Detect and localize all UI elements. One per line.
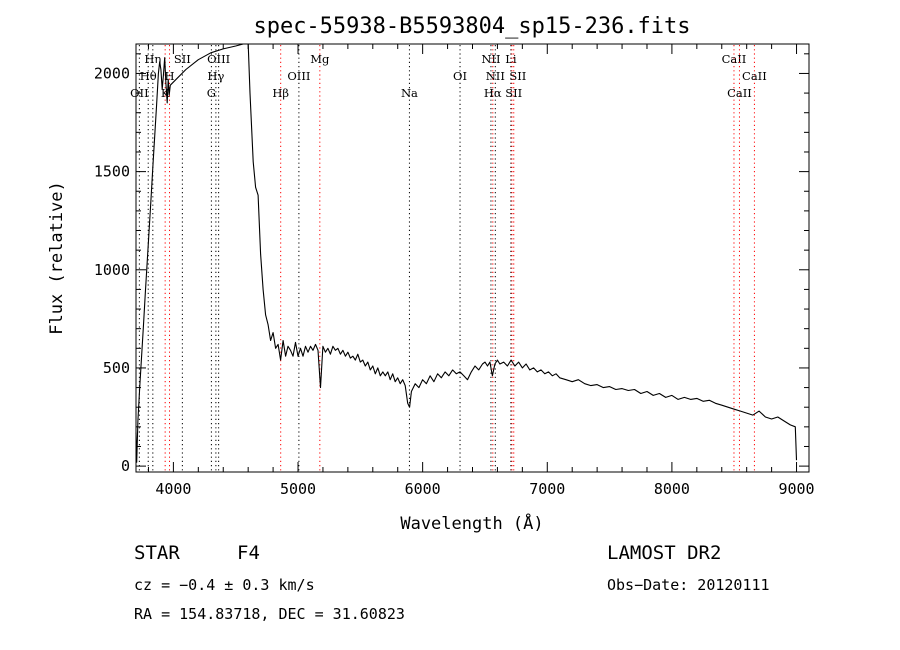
marker-label: Hβ [272,86,289,100]
marker-label: CaII [727,86,752,100]
axes [135,43,810,473]
marker-label: H [165,69,175,83]
marker-label: SII [505,86,522,100]
y-axis-label: Flux (relative) [47,181,67,335]
x-tick-label: 5000 [280,480,316,498]
marker-label: Hη [144,52,161,66]
x-tick-label: 8000 [654,480,690,498]
marker-label: NII [481,52,500,66]
observation-date: Obs−Date: 20120111 [607,576,770,594]
marker-label: CaII [742,69,767,83]
marker-label: Mg [310,52,330,66]
marker-label: SII [174,52,191,66]
marker-label: Na [401,86,418,100]
y-tick-label: 0 [121,457,130,475]
object-subclass: F4 [237,542,260,564]
marker-label: SII [509,69,526,83]
sky-coordinates: RA = 154.83718, DEC = 31.60823 [134,605,405,623]
marker-label: Hγ [207,69,224,83]
survey-name: LAMOST DR2 [607,542,722,564]
marker-label: OIII [207,52,230,66]
line-markers: OIIHθHηKHSIIGHγOIIIHβOIIIMgNaOINIINIIHαL… [130,45,767,471]
spectrum-line [135,43,798,463]
marker-label: Li [505,52,517,66]
x-tick-label: 9000 [778,480,814,498]
y-tick-label: 500 [103,359,130,377]
tick-labels: 4000 5000 6000 7000 8000 9000 0 500 1000 1500 2000 [94,64,815,498]
x-tick-label: 7000 [529,480,565,498]
x-axis-label: Wavelength (Å) [400,512,543,534]
marker-label: OIII [287,69,310,83]
marker-label: G [207,86,216,100]
plot-frame [135,43,810,473]
y-tick-label: 2000 [94,64,130,82]
marker-label: OI [453,69,467,83]
marker-label: Hα [484,86,502,100]
x-tick-label: 6000 [405,480,441,498]
marker-label: CaII [722,52,747,66]
y-tick-label: 1500 [94,163,130,181]
x-tick-label: 4000 [155,480,191,498]
marker-label: Hθ [140,69,157,83]
marker-label: K [161,86,170,100]
y-tick-label: 1000 [94,261,130,279]
chart-title: spec-55938-B5593804_sp15-236.fits [253,14,690,39]
marker-label: NII [486,69,505,83]
redshift-velocity: cz = −0.4 ± 0.3 km/s [134,576,315,594]
object-class: STAR [134,542,180,564]
